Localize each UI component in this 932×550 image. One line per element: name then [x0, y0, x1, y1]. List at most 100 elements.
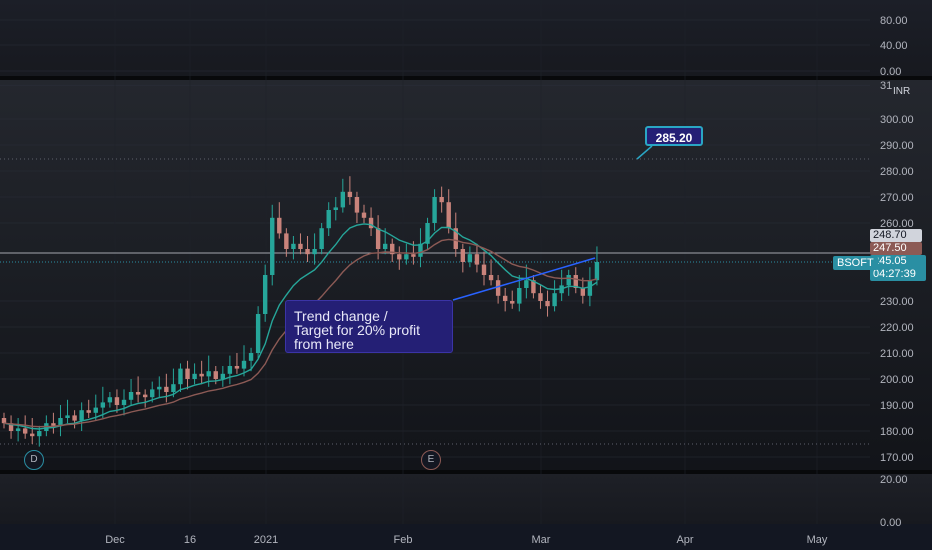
- candle-body: [234, 366, 240, 369]
- price-tick-label: 300.00: [880, 114, 914, 126]
- candle-body: [481, 264, 487, 275]
- candle-body: [488, 275, 494, 281]
- callout-line: Trend change /: [294, 308, 388, 324]
- time-axis-label: 16: [184, 534, 196, 546]
- candle-body: [312, 249, 317, 255]
- symbol-label[interactable]: BSOFT: [833, 256, 878, 270]
- candle-body: [30, 433, 35, 437]
- price-tick-label: 40.00: [880, 40, 908, 52]
- candle-body: [72, 415, 77, 421]
- candle-body: [382, 243, 388, 249]
- price-tick-label: 270.00: [880, 192, 914, 204]
- candle-body: [347, 191, 353, 197]
- candle-body: [100, 402, 106, 408]
- candle-body: [1, 418, 7, 424]
- candle-body: [326, 210, 331, 229]
- candle-body: [213, 371, 218, 379]
- price-tag-current: 245.05 04:27:39: [870, 255, 926, 281]
- candle-body: [594, 262, 600, 281]
- candle-body: [241, 360, 247, 369]
- candle-body: [150, 389, 155, 398]
- currency-label: INR: [893, 86, 911, 97]
- price-tick-label: 290.00: [880, 140, 914, 152]
- trend-callout[interactable]: Trend change / Target for 20% profit fro…: [285, 300, 453, 353]
- price-tick-label: 230.00: [880, 296, 914, 308]
- indicator-pane-top[interactable]: [0, 0, 932, 76]
- candle-body: [298, 243, 303, 249]
- candle-body: [495, 280, 501, 296]
- candle-body: [517, 288, 522, 304]
- callout-line: from here: [294, 336, 354, 352]
- candle-body: [171, 384, 176, 392]
- candle-body: [22, 428, 28, 434]
- pane-separator[interactable]: [0, 76, 932, 80]
- candle-body: [340, 191, 346, 208]
- dividend-event-badge[interactable]: D: [24, 450, 44, 470]
- candle-body: [164, 386, 169, 392]
- candle-body: [368, 217, 374, 229]
- price-tick-label: 190.00: [880, 400, 914, 412]
- candle-body: [142, 394, 148, 398]
- candle-body: [291, 243, 296, 249]
- candle-body: [135, 392, 141, 395]
- price-tick-label: 180.00: [880, 426, 914, 438]
- candle-body: [206, 371, 211, 377]
- candle-body: [220, 373, 226, 379]
- candle-body: [8, 423, 14, 431]
- candle-body: [86, 410, 91, 413]
- price-tick-label: 200.00: [880, 374, 914, 386]
- candle-body: [460, 249, 466, 262]
- candle-body: [404, 254, 409, 260]
- price-tick-label: 31: [880, 80, 892, 92]
- time-axis-label: Dec: [105, 534, 125, 546]
- candle-body: [51, 423, 56, 426]
- candle-body: [474, 254, 480, 265]
- pane-separator[interactable]: [0, 470, 932, 474]
- candle-body: [277, 217, 282, 234]
- price-tick-label: 0.00: [880, 517, 901, 529]
- candle-body: [580, 288, 586, 296]
- current-price: 245.05: [873, 255, 907, 267]
- candle-body: [58, 418, 63, 426]
- candle-body: [107, 397, 113, 403]
- candle-body: [354, 197, 360, 213]
- candle-body: [361, 212, 367, 218]
- candle-body: [227, 366, 233, 374]
- indicator-pane-bottom[interactable]: [0, 474, 932, 524]
- candle-body: [79, 410, 84, 421]
- candle-body: [566, 275, 571, 286]
- candle-body: [418, 243, 423, 257]
- candle-body: [552, 293, 557, 307]
- candle-body: [319, 228, 324, 249]
- ema-fast-line: [3, 223, 598, 430]
- trendline: [452, 257, 596, 301]
- candle-body: [270, 217, 275, 275]
- candle-body: [432, 197, 437, 223]
- price-tick-label: 210.00: [880, 348, 914, 360]
- candle-body: [93, 407, 98, 413]
- candle-body: [439, 197, 444, 203]
- candle-body: [446, 202, 451, 229]
- time-axis-label: 2021: [254, 534, 278, 546]
- candle-body: [284, 233, 289, 249]
- candle-body: [531, 280, 536, 294]
- candle-body: [397, 254, 402, 260]
- price-tag-high: 248.70: [870, 229, 922, 242]
- candle-body: [178, 368, 183, 385]
- candle-body: [128, 392, 134, 400]
- target-pointer: [636, 145, 653, 160]
- candle-body: [375, 228, 381, 249]
- candle-body: [37, 431, 42, 437]
- earnings-event-badge[interactable]: E: [421, 450, 441, 470]
- candle-body: [157, 386, 162, 390]
- candle-body: [411, 254, 416, 257]
- candle-body: [425, 223, 430, 244]
- candle-body: [333, 207, 338, 210]
- candle-body: [587, 280, 593, 296]
- candle-body: [262, 275, 268, 314]
- candle-body: [502, 295, 508, 301]
- target-price-label[interactable]: 285.20: [645, 126, 703, 146]
- price-tick-label: 20.00: [880, 474, 908, 486]
- time-axis-label: Apr: [676, 534, 693, 546]
